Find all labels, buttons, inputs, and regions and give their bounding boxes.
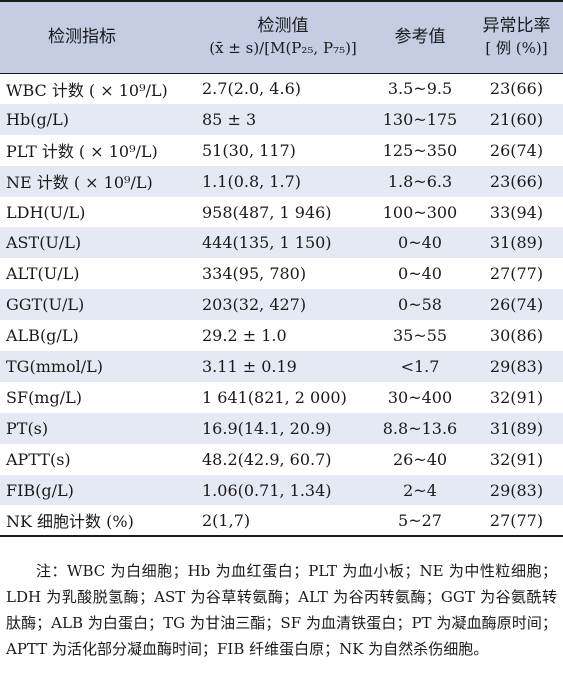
cell-metric: FIB(g/L) xyxy=(6,480,74,500)
cell-reference: 0~40 xyxy=(398,264,442,284)
cell-reference: <1.7 xyxy=(400,356,440,376)
cell-metric: WBC 计数 ( × 10⁹/L) xyxy=(6,80,168,100)
cell-reference: 3.5~9.5 xyxy=(387,79,453,99)
header-rate-title: 异常比率 xyxy=(482,16,551,37)
cell-reference: 8.8~13.6 xyxy=(382,418,458,438)
header-value-subtitle: (x̄ ± s)/[M(P₂₅, P₇₅)] xyxy=(209,39,357,58)
lab-results-table: 检测指标 检测值 (x̄ ± s)/[M(P₂₅, P₇₅)] 参考值 异常比率… xyxy=(0,0,563,538)
header-value: 检测值 (x̄ ± s)/[M(P₂₅, P₇₅)] xyxy=(196,0,370,74)
cell-reference: 2~4 xyxy=(403,480,437,500)
table-body: WBC 计数 ( × 10⁹/L) 2.7(2.0, 4.6) 3.5~9.5 23(… xyxy=(0,73,563,538)
header-row: 检测指标 检测值 (x̄ ± s)/[M(P₂₅, P₇₅)] 参考值 异常比率… xyxy=(0,0,563,74)
cell-abnormal-rate: 32(91) xyxy=(489,387,544,407)
cell-abnormal-rate: 26(74) xyxy=(489,295,544,315)
header-rate: 异常比率 [ 例 (%)] xyxy=(470,0,563,74)
table-row: ALT(U/L) 334(95, 780) 0~40 27(77) xyxy=(0,258,563,289)
cell-reference: 26~40 xyxy=(392,449,448,469)
cell-value: 29.2 ± 1.0 xyxy=(202,326,287,346)
table-row: APTT(s) 48.2(42.9, 60.7) 26~40 32(91) xyxy=(0,444,563,475)
cell-value: 48.2(42.9, 60.7) xyxy=(202,449,332,469)
table-row: ALB(g/L) 29.2 ± 1.0 35~55 30(86) xyxy=(0,320,563,351)
table-row: WBC 计数 ( × 10⁹/L) 2.7(2.0, 4.6) 3.5~9.5 23(… xyxy=(0,73,563,104)
cell-reference: 30~400 xyxy=(387,387,453,407)
cell-value: 85 ± 3 xyxy=(202,109,257,129)
cell-metric: NK 细胞计数 (%) xyxy=(0,505,196,538)
cell-reference: 35~55 xyxy=(392,326,448,346)
cell-reference: 100~300 xyxy=(382,202,458,222)
cell-value: 51(30, 117) xyxy=(202,140,296,160)
table-header: 检测指标 检测值 (x̄ ± s)/[M(P₂₅, P₇₅)] 参考值 异常比率… xyxy=(0,0,563,74)
table-row: PLT 计数 ( × 10⁹/L) 51(30, 117) 125~350 26(74… xyxy=(0,135,563,166)
table-row: AST(U/L) 444(135, 1 150) 0~40 31(89) xyxy=(0,227,563,259)
cell-abnormal-rate: 29(83) xyxy=(489,480,544,500)
cell-metric: LDH(U/L) xyxy=(6,202,86,222)
header-rate-subtitle: [ 例 (%)] xyxy=(485,39,548,58)
cell-reference: 0~58 xyxy=(398,295,442,315)
cell-metric: GGT(U/L) xyxy=(6,295,85,315)
cell-metric: TG(mmol/L) xyxy=(6,356,104,376)
cell-reference: 130~175 xyxy=(382,109,458,129)
cell-metric: ALT(U/L) xyxy=(6,264,80,284)
cell-abnormal-rate: 21(60) xyxy=(489,109,544,129)
cell-metric: PT(s) xyxy=(6,418,49,438)
table-footnote: 注：WBC 为白细胞；Hb 为血红蛋白；PLT 为血小板；NE 为中性粒细胞；L… xyxy=(6,562,557,658)
table-row: TG(mmol/L) 3.11 ± 0.19 <1.7 29(83) xyxy=(0,351,563,382)
cell-value: 203(32, 427) xyxy=(202,295,307,315)
cell-value: 444(135, 1 150) xyxy=(202,233,332,253)
cell-value: 1 641(821, 2 000) xyxy=(202,387,347,407)
cell-metric: NE 计数 ( × 10⁹/L) xyxy=(6,173,153,193)
header-metric: 检测指标 xyxy=(0,0,196,74)
table-row: GGT(U/L) 203(32, 427) 0~58 26(74) xyxy=(0,289,563,321)
table-row: NE 计数 ( × 10⁹/L) 1.1(0.8, 1.7) 1.8~6.3 23(6… xyxy=(0,165,563,197)
table-row: SF(mg/L) 1 641(821, 2 000) 30~400 32(91) xyxy=(0,382,563,413)
cell-abnormal-rate: 30(86) xyxy=(489,326,544,346)
cell-metric: PLT 计数 ( × 10⁹/L) xyxy=(6,142,158,162)
cell-value: 1.1(0.8, 1.7) xyxy=(202,171,301,191)
table-row: Hb(g/L) 85 ± 3 130~175 21(60) xyxy=(0,103,563,135)
cell-abnormal-rate: 27(77) xyxy=(489,264,544,284)
cell-value: 2(1,7) xyxy=(196,505,370,538)
table-row: FIB(g/L) 1.06(0.71, 1.34) 2~4 29(83) xyxy=(0,474,563,506)
table-row: LDH(U/L) 958(487, 1 946) 100~300 33(94) xyxy=(0,197,563,228)
cell-abnormal-rate: 26(74) xyxy=(489,140,544,160)
cell-value: 2.7(2.0, 4.6) xyxy=(202,79,301,99)
cell-reference: 1.8~6.3 xyxy=(387,171,453,191)
cell-abnormal-rate: 31(89) xyxy=(489,233,544,253)
lab-results-table-container: 检测指标 检测值 (x̄ ± s)/[M(P₂₅, P₇₅)] 参考值 异常比率… xyxy=(0,0,563,538)
cell-value: 1.06(0.71, 1.34) xyxy=(202,480,332,500)
cell-abnormal-rate: 27(77) xyxy=(470,505,563,538)
cell-abnormal-rate: 31(89) xyxy=(489,418,544,438)
cell-abnormal-rate: 33(94) xyxy=(489,202,544,222)
cell-reference: 5~27 xyxy=(370,505,470,538)
cell-metric: ALB(g/L) xyxy=(6,326,79,346)
cell-metric: Hb(g/L) xyxy=(6,109,69,129)
cell-value: 3.11 ± 0.19 xyxy=(202,356,297,376)
cell-metric: APTT(s) xyxy=(6,449,71,469)
cell-abnormal-rate: 32(91) xyxy=(489,449,544,469)
cell-reference: 125~350 xyxy=(382,140,458,160)
cell-reference: 0~40 xyxy=(398,233,442,253)
cell-value: 334(95, 780) xyxy=(202,264,307,284)
table-row: NK 细胞计数 (%) 2(1,7) 5~27 27(77) xyxy=(0,505,563,538)
cell-metric: SF(mg/L) xyxy=(6,387,82,407)
cell-abnormal-rate: 23(66) xyxy=(489,79,544,99)
cell-metric: AST(U/L) xyxy=(6,233,82,253)
header-reference: 参考值 xyxy=(370,0,470,74)
cell-abnormal-rate: 23(66) xyxy=(489,171,544,191)
cell-value: 16.9(14.1, 20.9) xyxy=(202,418,332,438)
cell-abnormal-rate: 29(83) xyxy=(489,356,544,376)
header-value-title: 检测值 xyxy=(257,16,309,37)
table-row: PT(s) 16.9(14.1, 20.9) 8.8~13.6 31(89) xyxy=(0,412,563,444)
cell-value: 958(487, 1 946) xyxy=(202,202,332,222)
